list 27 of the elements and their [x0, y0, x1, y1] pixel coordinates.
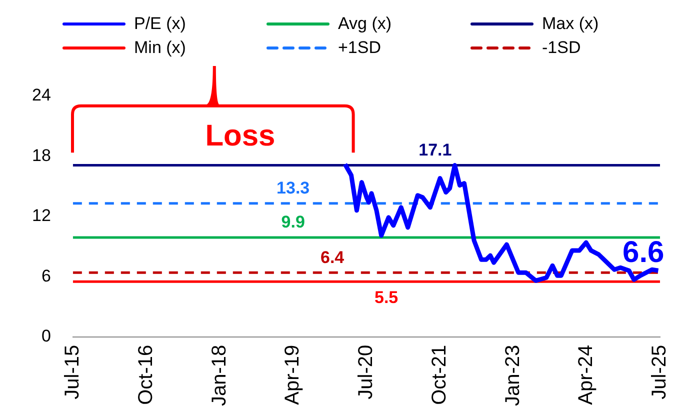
x-tick-label: Oct-16	[135, 344, 158, 405]
x-tick-label: Jul-20	[355, 344, 378, 400]
annotation: 9.9	[281, 212, 305, 232]
y-tick-label: 0	[41, 326, 51, 346]
annotation: Loss	[205, 120, 276, 153]
annotation: 5.5	[374, 288, 398, 307]
x-tick-label: Jul-25	[648, 344, 671, 400]
y-tick-label: 24	[32, 86, 51, 105]
legend-label: -1SD	[542, 38, 581, 58]
x-tick-label: Apr-24	[575, 344, 598, 405]
legend-label: Max (x)	[542, 14, 599, 34]
annotation: 6.4	[320, 248, 345, 267]
annotation: 6.6	[622, 236, 664, 269]
legend-label: +1SD	[338, 38, 381, 58]
y-tick-label: 18	[32, 146, 51, 165]
legend-label: P/E (x)	[134, 14, 186, 34]
x-tick-label: Oct-21	[428, 344, 450, 405]
y-tick-label: 12	[32, 206, 51, 226]
x-tick-label: Jan-18	[208, 344, 230, 406]
annotation: 13.3	[276, 178, 310, 198]
y-tick-label: 6	[41, 266, 51, 286]
x-tick-label: Jan-23	[502, 344, 524, 406]
legend-label: Min (x)	[134, 38, 186, 58]
x-tick-label: Apr-19	[282, 344, 304, 405]
annotation: 17.1	[418, 140, 452, 160]
legend-label: Avg (x)	[338, 14, 392, 34]
x-tick-label: Jul-15	[61, 344, 84, 400]
